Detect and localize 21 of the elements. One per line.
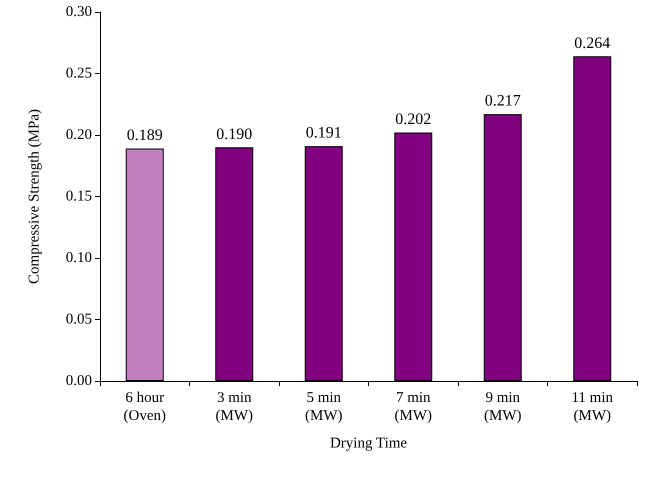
- y-tick-label: 0.20: [66, 127, 92, 143]
- y-axis-title: Compressive Strength (MPa): [26, 109, 42, 284]
- x-axis-title: Drying Time: [330, 436, 408, 452]
- y-tick-label: 0.05: [66, 312, 92, 328]
- y-tick-label: 0.25: [66, 66, 92, 82]
- x-tick-label: 6 hour (Oven): [124, 390, 166, 424]
- data-label: 0.191: [306, 124, 342, 142]
- x-tick-label: 3 min (MW): [216, 390, 253, 424]
- x-tick-label: 7 min (MW): [394, 390, 432, 424]
- data-label: 0.190: [216, 126, 252, 143]
- x-tick-label: 11 min (MW): [571, 390, 614, 424]
- data-label: 0.264: [574, 34, 610, 52]
- y-tick-label: 0.15: [66, 188, 92, 204]
- data-label: 0.217: [484, 92, 521, 110]
- data-label: 0.189: [126, 127, 163, 144]
- y-tick-label: 0.10: [66, 250, 92, 266]
- data-label: 0.202: [395, 111, 432, 128]
- x-tick-label: 9 min (MW): [484, 390, 522, 424]
- y-tick-label: 0.00: [66, 373, 92, 389]
- x-tick-label: 5 min (MW): [305, 390, 342, 424]
- y-tick-label: 0.30: [66, 4, 92, 20]
